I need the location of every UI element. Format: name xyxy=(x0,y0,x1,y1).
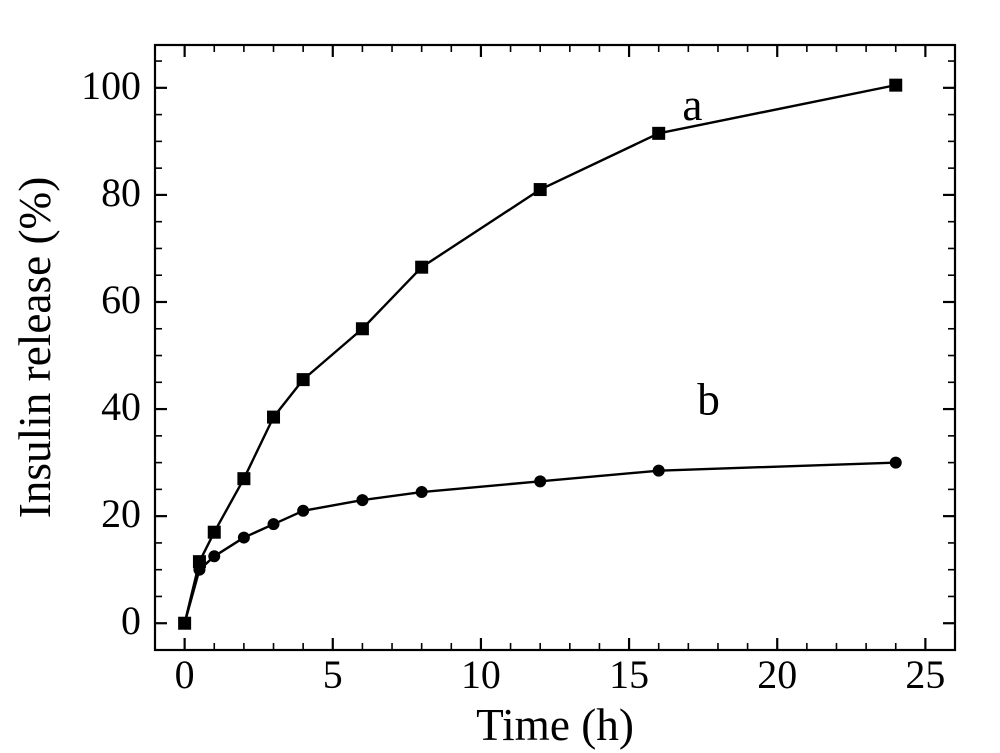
series-b-marker xyxy=(653,465,664,476)
series-b-marker xyxy=(416,487,427,498)
x-axis-label: Time (h) xyxy=(476,700,634,750)
series-a-line xyxy=(185,85,896,623)
series-b-label: b xyxy=(697,374,720,424)
x-tick-label: 10 xyxy=(461,652,501,697)
x-tick-label: 5 xyxy=(323,652,343,697)
y-tick-label: 60 xyxy=(101,277,141,322)
series-b-marker xyxy=(194,564,205,575)
series-a-marker xyxy=(297,374,309,386)
y-axis-label: Insulin release (%) xyxy=(10,177,60,519)
series-b-marker xyxy=(298,505,309,516)
x-tick-label: 25 xyxy=(905,652,945,697)
series-a-marker xyxy=(890,79,902,91)
series-a-marker xyxy=(208,526,220,538)
y-tick-label: 0 xyxy=(121,598,141,643)
y-tick-label: 80 xyxy=(101,170,141,215)
series-a-marker xyxy=(356,323,368,335)
series-a-marker xyxy=(238,473,250,485)
series-b-marker xyxy=(179,618,190,629)
series-b-marker xyxy=(268,519,279,530)
series-a-marker xyxy=(534,184,546,196)
y-tick-label: 20 xyxy=(101,491,141,536)
insulin-release-chart: 0 5 10 15 20 25 0 20 40 60 80 100 Time (h) Insulin re… xyxy=(0,0,1000,753)
x-tick-label: 15 xyxy=(609,652,649,697)
series-b-marker xyxy=(238,532,249,543)
x-tick-label: 0 xyxy=(175,652,195,697)
x-tick-label: 20 xyxy=(757,652,797,697)
series-a-label: a xyxy=(682,80,702,130)
series-b-marker xyxy=(209,551,220,562)
y-tick-label: 40 xyxy=(101,384,141,429)
plot-frame xyxy=(155,45,955,650)
y-tick-label: 100 xyxy=(81,63,141,108)
series-b-marker xyxy=(357,495,368,506)
series-b-marker xyxy=(535,476,546,487)
series-a-marker xyxy=(268,411,280,423)
series-b-marker xyxy=(890,457,901,468)
chart-svg: 0 5 10 15 20 25 0 20 40 60 80 100 Time (h) Insulin re… xyxy=(0,0,1000,753)
series-a-marker xyxy=(653,127,665,139)
series-a-marker xyxy=(416,261,428,273)
